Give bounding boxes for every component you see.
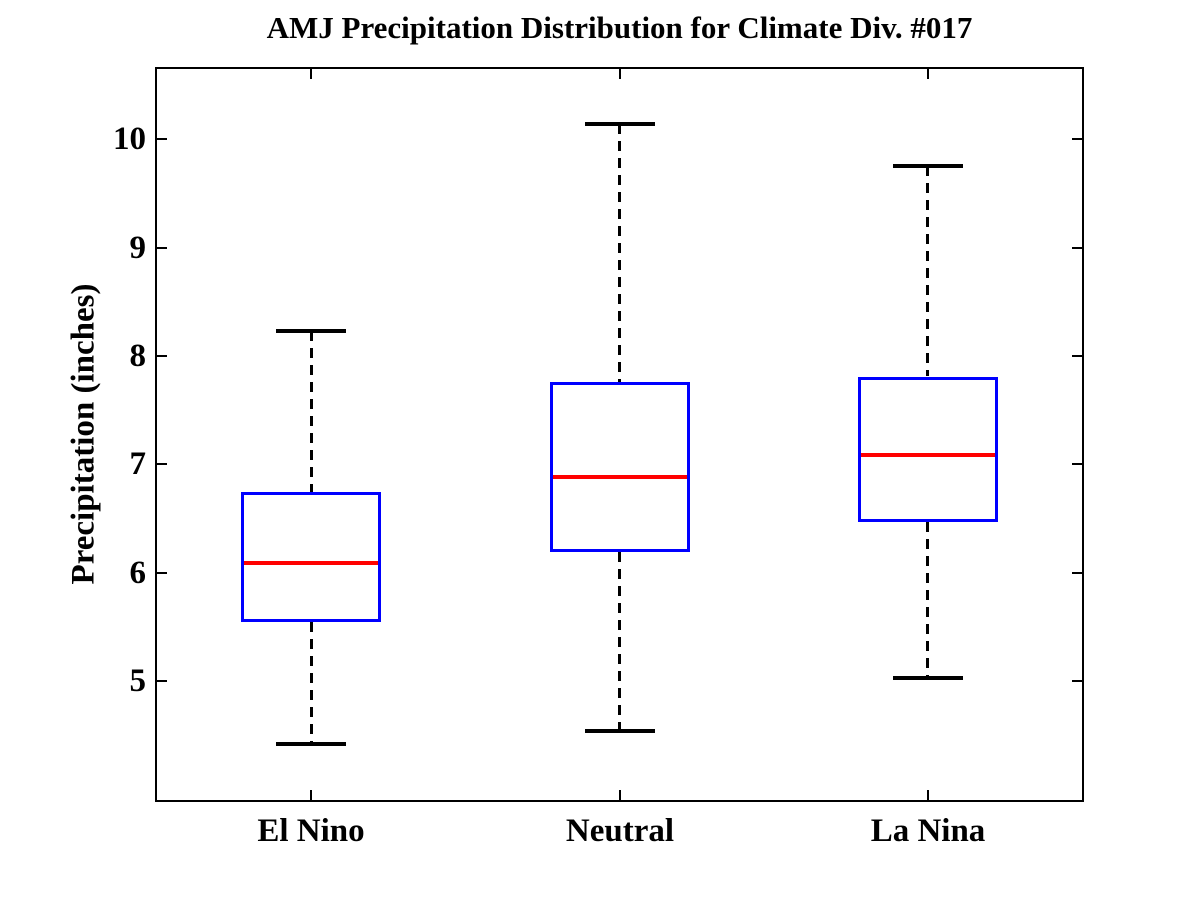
y-tick-left — [157, 138, 167, 140]
y-tick-label: 5 — [129, 663, 147, 699]
y-tick-right — [1072, 247, 1082, 249]
x-tick-top — [619, 69, 621, 79]
whisker-upper — [926, 166, 929, 376]
x-tick-bottom — [310, 790, 312, 800]
y-tick-right — [1072, 572, 1082, 574]
whisker-cap-lower — [893, 676, 963, 680]
whisker-upper — [310, 331, 313, 492]
y-tick-right — [1072, 680, 1082, 682]
box — [550, 382, 690, 552]
whisker-cap-upper — [276, 329, 346, 333]
y-tick-label: 6 — [129, 555, 147, 591]
whisker-lower — [618, 552, 621, 731]
whisker-cap-upper — [585, 122, 655, 126]
whisker-cap-lower — [276, 742, 346, 746]
box — [858, 377, 998, 522]
box — [241, 492, 381, 622]
y-tick-left — [157, 680, 167, 682]
y-tick-right — [1072, 355, 1082, 357]
x-tick-top — [927, 69, 929, 79]
y-axis-label: Precipitation (inches) — [65, 283, 102, 585]
y-tick-left — [157, 463, 167, 465]
x-category-label: El Nino — [257, 813, 365, 849]
median-line — [861, 453, 995, 457]
y-tick-label: 8 — [129, 338, 147, 374]
y-tick-left — [157, 572, 167, 574]
whisker-lower — [310, 622, 313, 743]
median-line — [244, 561, 378, 565]
median-line — [553, 475, 687, 479]
whisker-lower — [926, 522, 929, 678]
whisker-cap-lower — [585, 729, 655, 733]
plot-area — [155, 67, 1084, 802]
y-tick-label: 10 — [113, 121, 146, 157]
y-tick-label: 9 — [129, 230, 147, 266]
y-tick-right — [1072, 463, 1082, 465]
x-tick-top — [310, 69, 312, 79]
whisker-upper — [618, 124, 621, 382]
y-tick-left — [157, 247, 167, 249]
y-tick-right — [1072, 138, 1082, 140]
x-category-label: Neutral — [565, 813, 675, 849]
x-category-label: La Nina — [870, 813, 986, 849]
whisker-cap-upper — [893, 164, 963, 168]
y-tick-label: 7 — [129, 446, 147, 482]
x-tick-bottom — [927, 790, 929, 800]
x-tick-bottom — [619, 790, 621, 800]
y-tick-left — [157, 355, 167, 357]
chart-title: AMJ Precipitation Distribution for Clima… — [266, 10, 973, 45]
